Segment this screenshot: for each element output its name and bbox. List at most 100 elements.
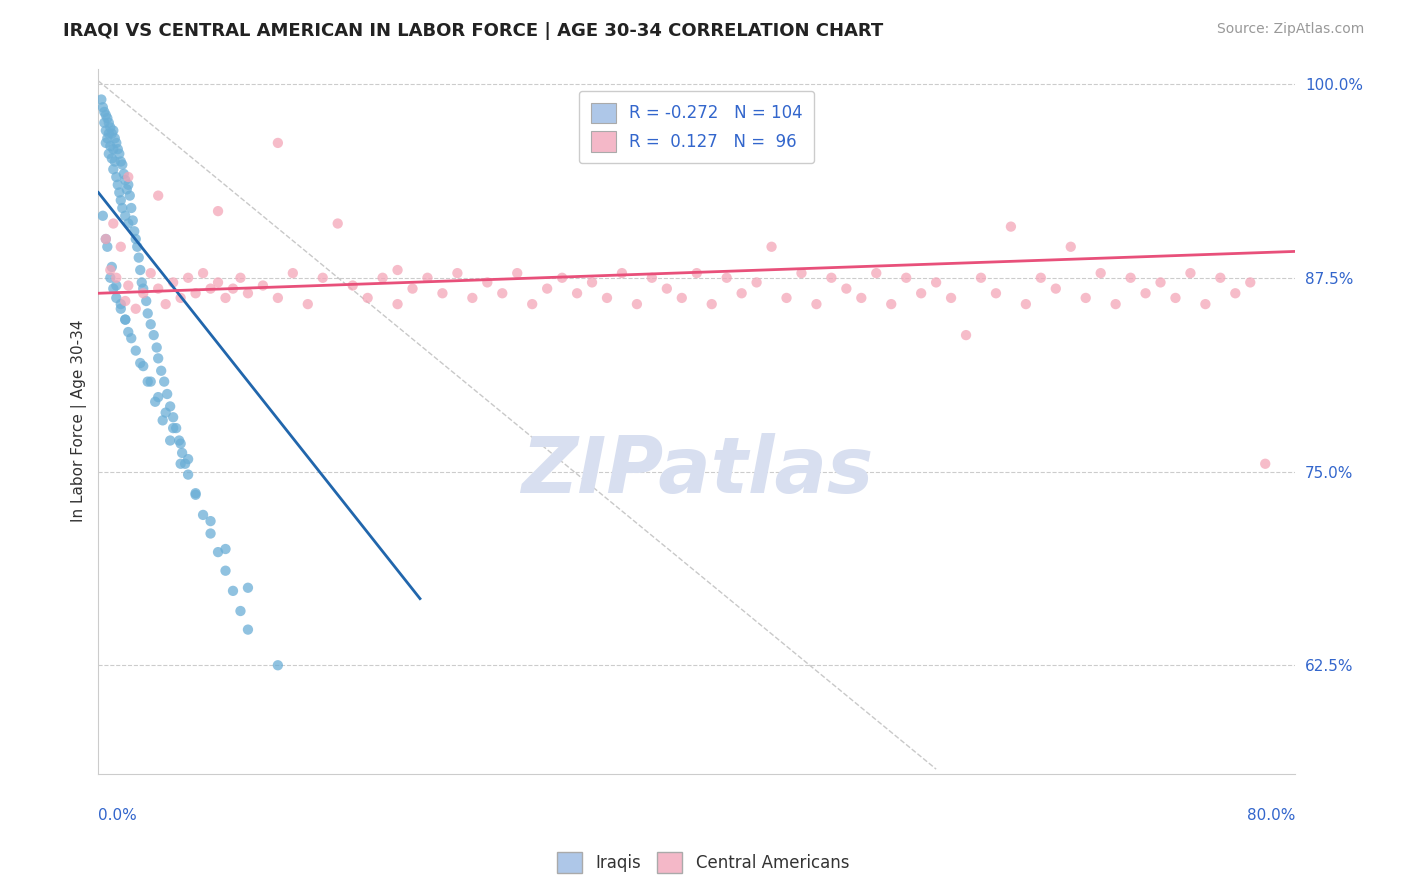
Point [153,375,176,389]
Point [184,486,207,500]
Point [1149,276,1171,290]
Point [1104,297,1126,311]
Point [103,217,125,231]
Point [387,263,409,277]
Point [655,282,678,296]
Point [96,240,118,254]
Point [169,457,191,471]
Point [110,297,132,311]
Point [745,276,768,290]
Point [129,356,152,370]
Point [252,278,274,293]
Point [139,318,162,332]
Point [169,436,191,450]
Point [132,282,155,296]
Point [1000,219,1022,234]
Point [1029,270,1052,285]
Point [118,188,141,202]
Point [110,301,132,316]
Point [114,312,136,326]
Point [129,263,152,277]
Point [536,282,558,296]
Point [1180,266,1202,280]
Point [925,276,948,290]
Text: 80.0%: 80.0% [1247,808,1295,823]
Point [108,186,131,200]
Point [1015,297,1038,311]
Point [139,375,162,389]
Point [148,390,170,404]
Point [761,240,783,254]
Point [371,270,394,285]
Point [125,232,148,246]
Point [156,387,179,401]
Point [200,526,222,541]
Point [107,142,129,156]
Point [551,270,574,285]
Point [835,282,858,296]
Point [167,434,190,448]
Point [91,209,114,223]
Point [214,541,236,556]
Point [416,270,439,285]
Point [200,282,222,296]
Point [775,291,797,305]
Point [105,169,128,184]
Point [142,328,165,343]
Point [94,232,117,246]
Point [114,173,136,187]
Point [117,178,139,192]
Point [312,270,335,285]
Point [222,282,245,296]
Point [159,400,181,414]
Point [114,209,136,223]
Point [281,266,304,280]
Point [184,286,207,301]
Point [148,282,170,296]
Point [91,100,114,114]
Point [910,286,932,301]
Point [97,146,120,161]
Point [143,394,166,409]
Point [177,452,200,467]
Point [117,169,139,184]
Point [297,297,319,311]
Point [115,182,138,196]
Point [98,263,121,277]
Point [169,291,191,305]
Point [610,266,633,280]
Point [214,564,236,578]
Point [229,270,252,285]
Point [155,406,177,420]
Point [114,293,136,308]
Point [522,297,544,311]
Point [105,278,128,293]
Text: IRAQI VS CENTRAL AMERICAN IN LABOR FORCE | AGE 30-34 CORRELATION CHART: IRAQI VS CENTRAL AMERICAN IN LABOR FORCE… [63,22,883,40]
Point [1194,297,1216,311]
Point [939,291,962,305]
Point [117,325,139,339]
Point [222,583,245,598]
Point [596,291,619,305]
Point [461,291,484,305]
Point [446,266,468,280]
Point [155,297,177,311]
Point [214,291,236,305]
Y-axis label: In Labor Force | Age 30-34: In Labor Force | Age 30-34 [72,320,87,523]
Point [865,266,887,280]
Point [108,146,131,161]
Point [236,286,259,301]
Point [117,278,139,293]
Point [700,297,723,311]
Point [145,341,167,355]
Point [955,328,977,343]
Point [117,217,139,231]
Point [128,251,150,265]
Point [172,446,194,460]
Point [103,282,125,296]
Point [104,154,127,169]
Point [107,178,129,192]
Point [148,351,170,366]
Point [326,217,349,231]
Point [1135,286,1157,301]
